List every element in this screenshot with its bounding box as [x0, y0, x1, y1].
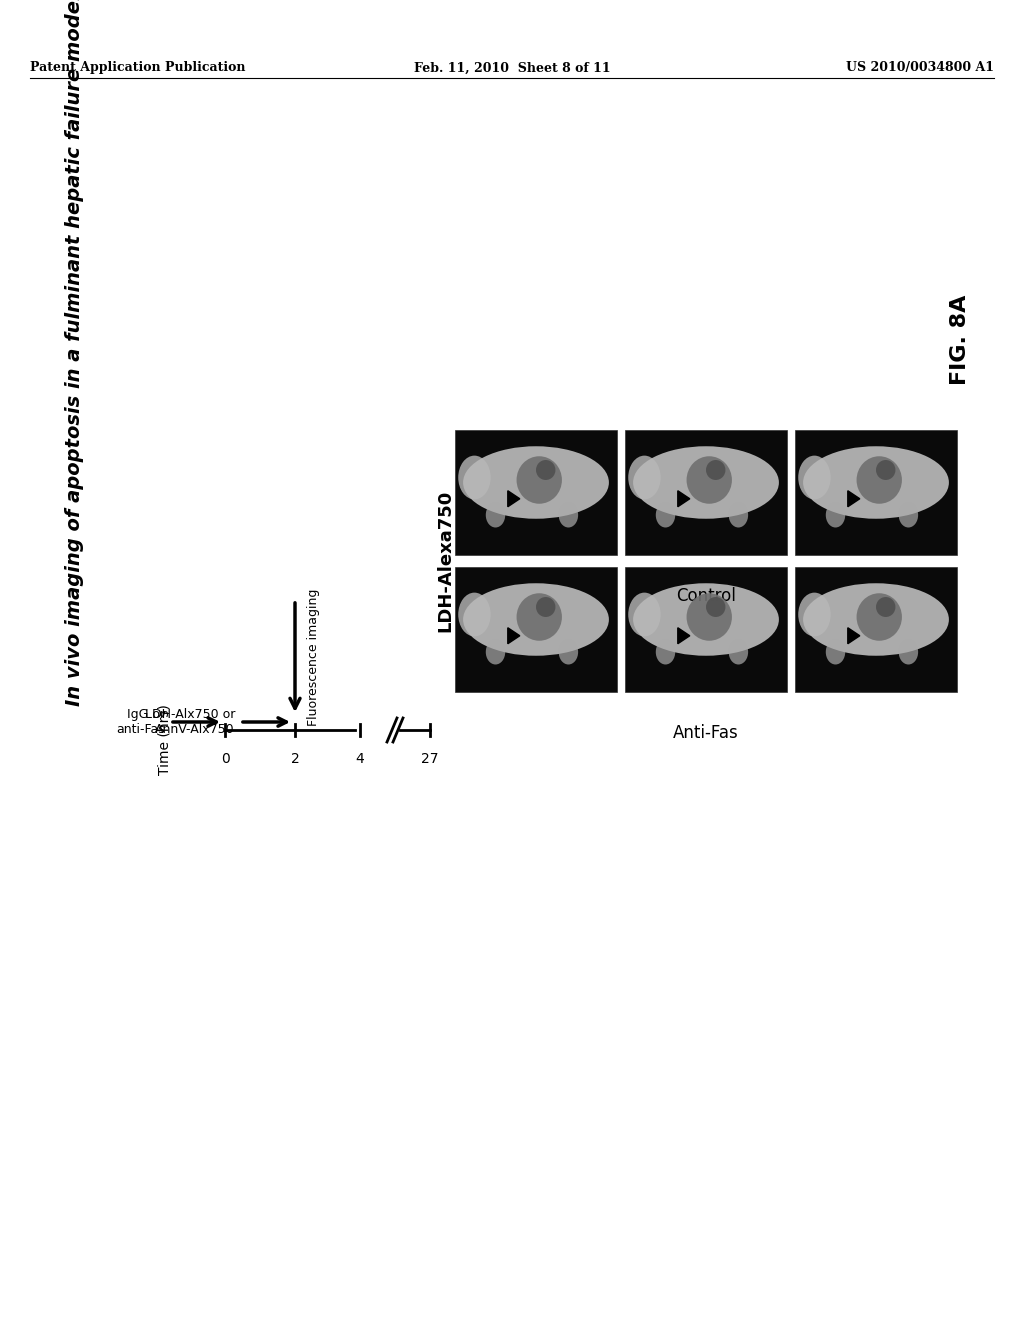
- Bar: [795, 568, 957, 692]
- Ellipse shape: [856, 457, 902, 504]
- Ellipse shape: [655, 639, 675, 664]
- Bar: [795, 430, 957, 554]
- Ellipse shape: [559, 503, 579, 528]
- Ellipse shape: [686, 457, 732, 504]
- Ellipse shape: [799, 455, 830, 499]
- Text: In vivo imaging of apoptosis in a fulminant hepatic failure model: In vivo imaging of apoptosis in a fulmin…: [66, 0, 85, 706]
- Ellipse shape: [655, 503, 675, 528]
- Ellipse shape: [629, 593, 660, 636]
- Text: LDH-Alexa750: LDH-Alexa750: [436, 490, 454, 632]
- Ellipse shape: [825, 639, 845, 664]
- Ellipse shape: [729, 639, 749, 664]
- Ellipse shape: [633, 446, 779, 519]
- Polygon shape: [848, 491, 860, 507]
- Ellipse shape: [516, 457, 562, 504]
- Ellipse shape: [485, 503, 505, 528]
- Ellipse shape: [803, 583, 949, 656]
- Ellipse shape: [463, 446, 609, 519]
- Text: LDH-Alx750 or
AnnV-Alx750: LDH-Alx750 or AnnV-Alx750: [144, 708, 234, 737]
- Ellipse shape: [686, 593, 732, 640]
- Ellipse shape: [559, 639, 579, 664]
- Text: IgG or
anti-Fas: IgG or anti-Fas: [117, 708, 165, 737]
- Text: 0: 0: [220, 752, 229, 766]
- Ellipse shape: [876, 597, 895, 616]
- Ellipse shape: [706, 597, 725, 616]
- Ellipse shape: [485, 639, 505, 664]
- Ellipse shape: [516, 593, 562, 640]
- Ellipse shape: [536, 597, 555, 616]
- Ellipse shape: [729, 503, 749, 528]
- Polygon shape: [678, 628, 690, 644]
- Ellipse shape: [536, 459, 555, 480]
- Ellipse shape: [459, 593, 490, 636]
- Polygon shape: [678, 491, 690, 507]
- Text: Feb. 11, 2010  Sheet 8 of 11: Feb. 11, 2010 Sheet 8 of 11: [414, 62, 610, 74]
- Text: FIG. 8A: FIG. 8A: [950, 294, 970, 385]
- Text: Patent Application Publication: Patent Application Publication: [30, 62, 246, 74]
- Ellipse shape: [459, 455, 490, 499]
- Text: 2: 2: [291, 752, 299, 766]
- Ellipse shape: [876, 459, 895, 480]
- Ellipse shape: [856, 593, 902, 640]
- Bar: [455, 430, 617, 554]
- Ellipse shape: [899, 503, 919, 528]
- Text: 4: 4: [355, 752, 365, 766]
- Ellipse shape: [799, 593, 830, 636]
- Bar: [625, 568, 787, 692]
- Text: US 2010/0034800 A1: US 2010/0034800 A1: [846, 62, 994, 74]
- Ellipse shape: [803, 446, 949, 519]
- Polygon shape: [508, 628, 520, 644]
- Bar: [625, 430, 787, 554]
- Text: Control: Control: [676, 587, 736, 605]
- Text: Fluorescence imaging: Fluorescence imaging: [307, 589, 319, 726]
- Bar: [455, 568, 617, 692]
- Text: 27: 27: [421, 752, 438, 766]
- Ellipse shape: [825, 503, 845, 528]
- Ellipse shape: [899, 639, 919, 664]
- Ellipse shape: [706, 459, 725, 480]
- Polygon shape: [848, 628, 860, 644]
- Polygon shape: [508, 491, 520, 507]
- Ellipse shape: [629, 455, 660, 499]
- Ellipse shape: [633, 583, 779, 656]
- Text: Anti-Fas: Anti-Fas: [673, 723, 739, 742]
- Text: Time (hrs): Time (hrs): [158, 705, 172, 775]
- Ellipse shape: [463, 583, 609, 656]
